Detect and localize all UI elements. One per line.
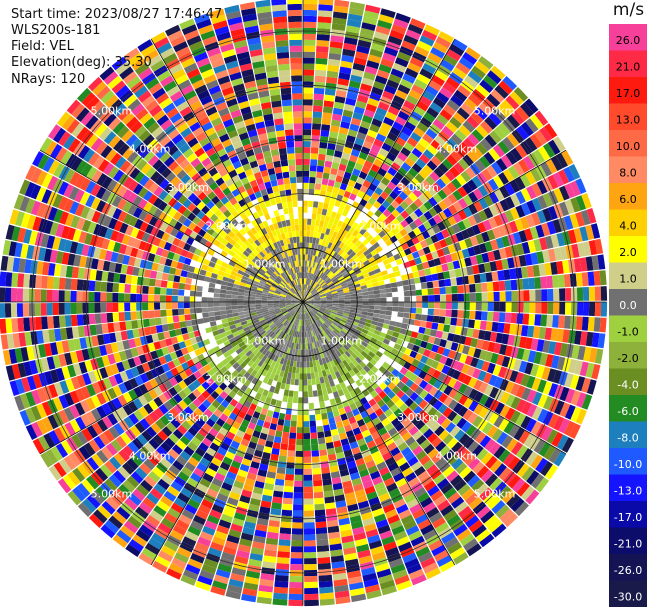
colorbar-tick-label: -2.0 bbox=[617, 352, 638, 365]
range-ring-label: 3.00km bbox=[397, 181, 439, 194]
colorbar-tick-label: 4.0 bbox=[619, 219, 637, 232]
range-ring-label: 3.00km bbox=[397, 411, 439, 424]
colorbar-block bbox=[609, 368, 647, 396]
colorbar-block bbox=[609, 421, 647, 449]
colorbar-tick-label: 1.0 bbox=[619, 272, 637, 285]
colorbar-tick-label: -10.0 bbox=[614, 458, 642, 471]
field-label: Field: VEL bbox=[11, 39, 74, 54]
range-ring-label: 2.00km bbox=[359, 219, 401, 232]
colorbar-tick-label: -13.0 bbox=[614, 484, 642, 497]
colorbar-block bbox=[609, 183, 647, 210]
range-ring-label: 4.00km bbox=[436, 449, 478, 462]
colorbar-block bbox=[609, 24, 647, 51]
colorbar-block bbox=[609, 315, 647, 343]
range-ring-label: 3.00km bbox=[167, 181, 209, 194]
colorbar-block bbox=[609, 236, 647, 263]
colorbar-block bbox=[609, 77, 647, 104]
azimuth-spoke bbox=[150, 301, 304, 566]
colorbar-block bbox=[609, 395, 647, 422]
range-ring-label: 2.00km bbox=[206, 373, 248, 386]
colorbar-block bbox=[609, 289, 647, 316]
azimuth-spoke bbox=[39, 301, 304, 455]
range-ring-label: 4.00km bbox=[129, 449, 171, 462]
colorbar-tick-label: 21.0 bbox=[616, 60, 641, 73]
colorbar-block bbox=[609, 448, 647, 475]
colorbar-tick-label: 0.0 bbox=[619, 299, 637, 312]
colorbar-tick-label: 26.0 bbox=[616, 34, 641, 47]
colorbar-block bbox=[609, 50, 647, 78]
range-ring-label: 3.00km bbox=[167, 411, 209, 424]
range-ring-label: 5.00km bbox=[474, 104, 516, 117]
range-ring-labels: 1.00km 1.00km 1.00km 1.00km 2.00km 2.00km 2.00… bbox=[91, 104, 516, 500]
azimuth-spoke bbox=[39, 149, 304, 303]
range-ring-label: 2.00km bbox=[206, 219, 248, 232]
colorbar-tick-label: -6.0 bbox=[617, 405, 638, 418]
colorbar-tick-label: -26.0 bbox=[614, 564, 642, 577]
azimuth-spoke bbox=[302, 149, 567, 303]
range-ring-label: 4.00km bbox=[436, 143, 478, 156]
range-ring-label: 1.00km bbox=[244, 334, 286, 347]
range-ring-label: 4.00km bbox=[129, 143, 171, 156]
azimuth-spokes bbox=[0, 0, 607, 606]
colorbar-block bbox=[609, 103, 647, 131]
range-ring-label: 2.00km bbox=[359, 373, 401, 386]
colorbar-tick-label: 10.0 bbox=[616, 140, 641, 153]
colorbar-block bbox=[609, 474, 647, 502]
colorbar-block bbox=[609, 342, 647, 369]
range-ring-label: 5.00km bbox=[91, 488, 133, 501]
colorbar-block bbox=[609, 527, 647, 555]
elevation-label: Elevation(deg): 35.30 bbox=[11, 55, 152, 70]
colorbar-block bbox=[609, 580, 647, 607]
colorbar-block bbox=[609, 209, 647, 237]
range-ring-label: 5.00km bbox=[474, 488, 516, 501]
colorbar-block bbox=[609, 262, 647, 290]
azimuth-spoke bbox=[302, 38, 456, 303]
colorbar-tick-label: 6.0 bbox=[619, 193, 637, 206]
instrument-label: WLS200s-181 bbox=[11, 23, 101, 38]
colorbar-tick-label: 13.0 bbox=[616, 113, 641, 126]
colorbar-tick-label: 8.0 bbox=[619, 166, 637, 179]
colorbar-tick-label: -17.0 bbox=[614, 511, 642, 524]
colorbar-block bbox=[609, 156, 647, 184]
velocity-bins bbox=[0, 0, 608, 607]
colorbar-tick-label: -4.0 bbox=[617, 378, 638, 391]
colorbar-tick-label: -30.0 bbox=[614, 590, 642, 603]
range-ring-label: 1.00km bbox=[321, 258, 363, 271]
azimuth-spoke bbox=[150, 38, 304, 303]
colorbar-tick-label: 17.0 bbox=[616, 87, 641, 100]
colorbar-unit-label: m/s bbox=[612, 0, 645, 20]
colorbar-tick-label: -21.0 bbox=[614, 537, 642, 550]
colorbar-block bbox=[609, 554, 647, 581]
range-ring-label: 5.00km bbox=[91, 104, 133, 117]
range-ring-label: 1.00km bbox=[321, 334, 363, 347]
nrays-label: NRays: 120 bbox=[11, 72, 86, 87]
colorbar-tick-label: -1.0 bbox=[617, 325, 638, 338]
azimuth-spoke bbox=[302, 301, 456, 566]
colorbar-block bbox=[609, 130, 647, 157]
colorbar-blocks bbox=[609, 24, 647, 607]
colorbar-tick-label: 2.0 bbox=[619, 246, 637, 259]
start-time-label: Start time: 2023/08/27 17:46:47 bbox=[11, 7, 223, 22]
colorbar-ticks: 26.0 21.0 17.0 13.0 10.0 8.0 6.0 4.0 2.0 1.0 0.0 -1… bbox=[614, 34, 642, 604]
azimuth-spoke bbox=[302, 301, 567, 455]
range-ring-label: 1.00km bbox=[244, 258, 286, 271]
colorbar-block bbox=[609, 501, 647, 528]
colorbar-tick-label: -8.0 bbox=[617, 431, 638, 444]
